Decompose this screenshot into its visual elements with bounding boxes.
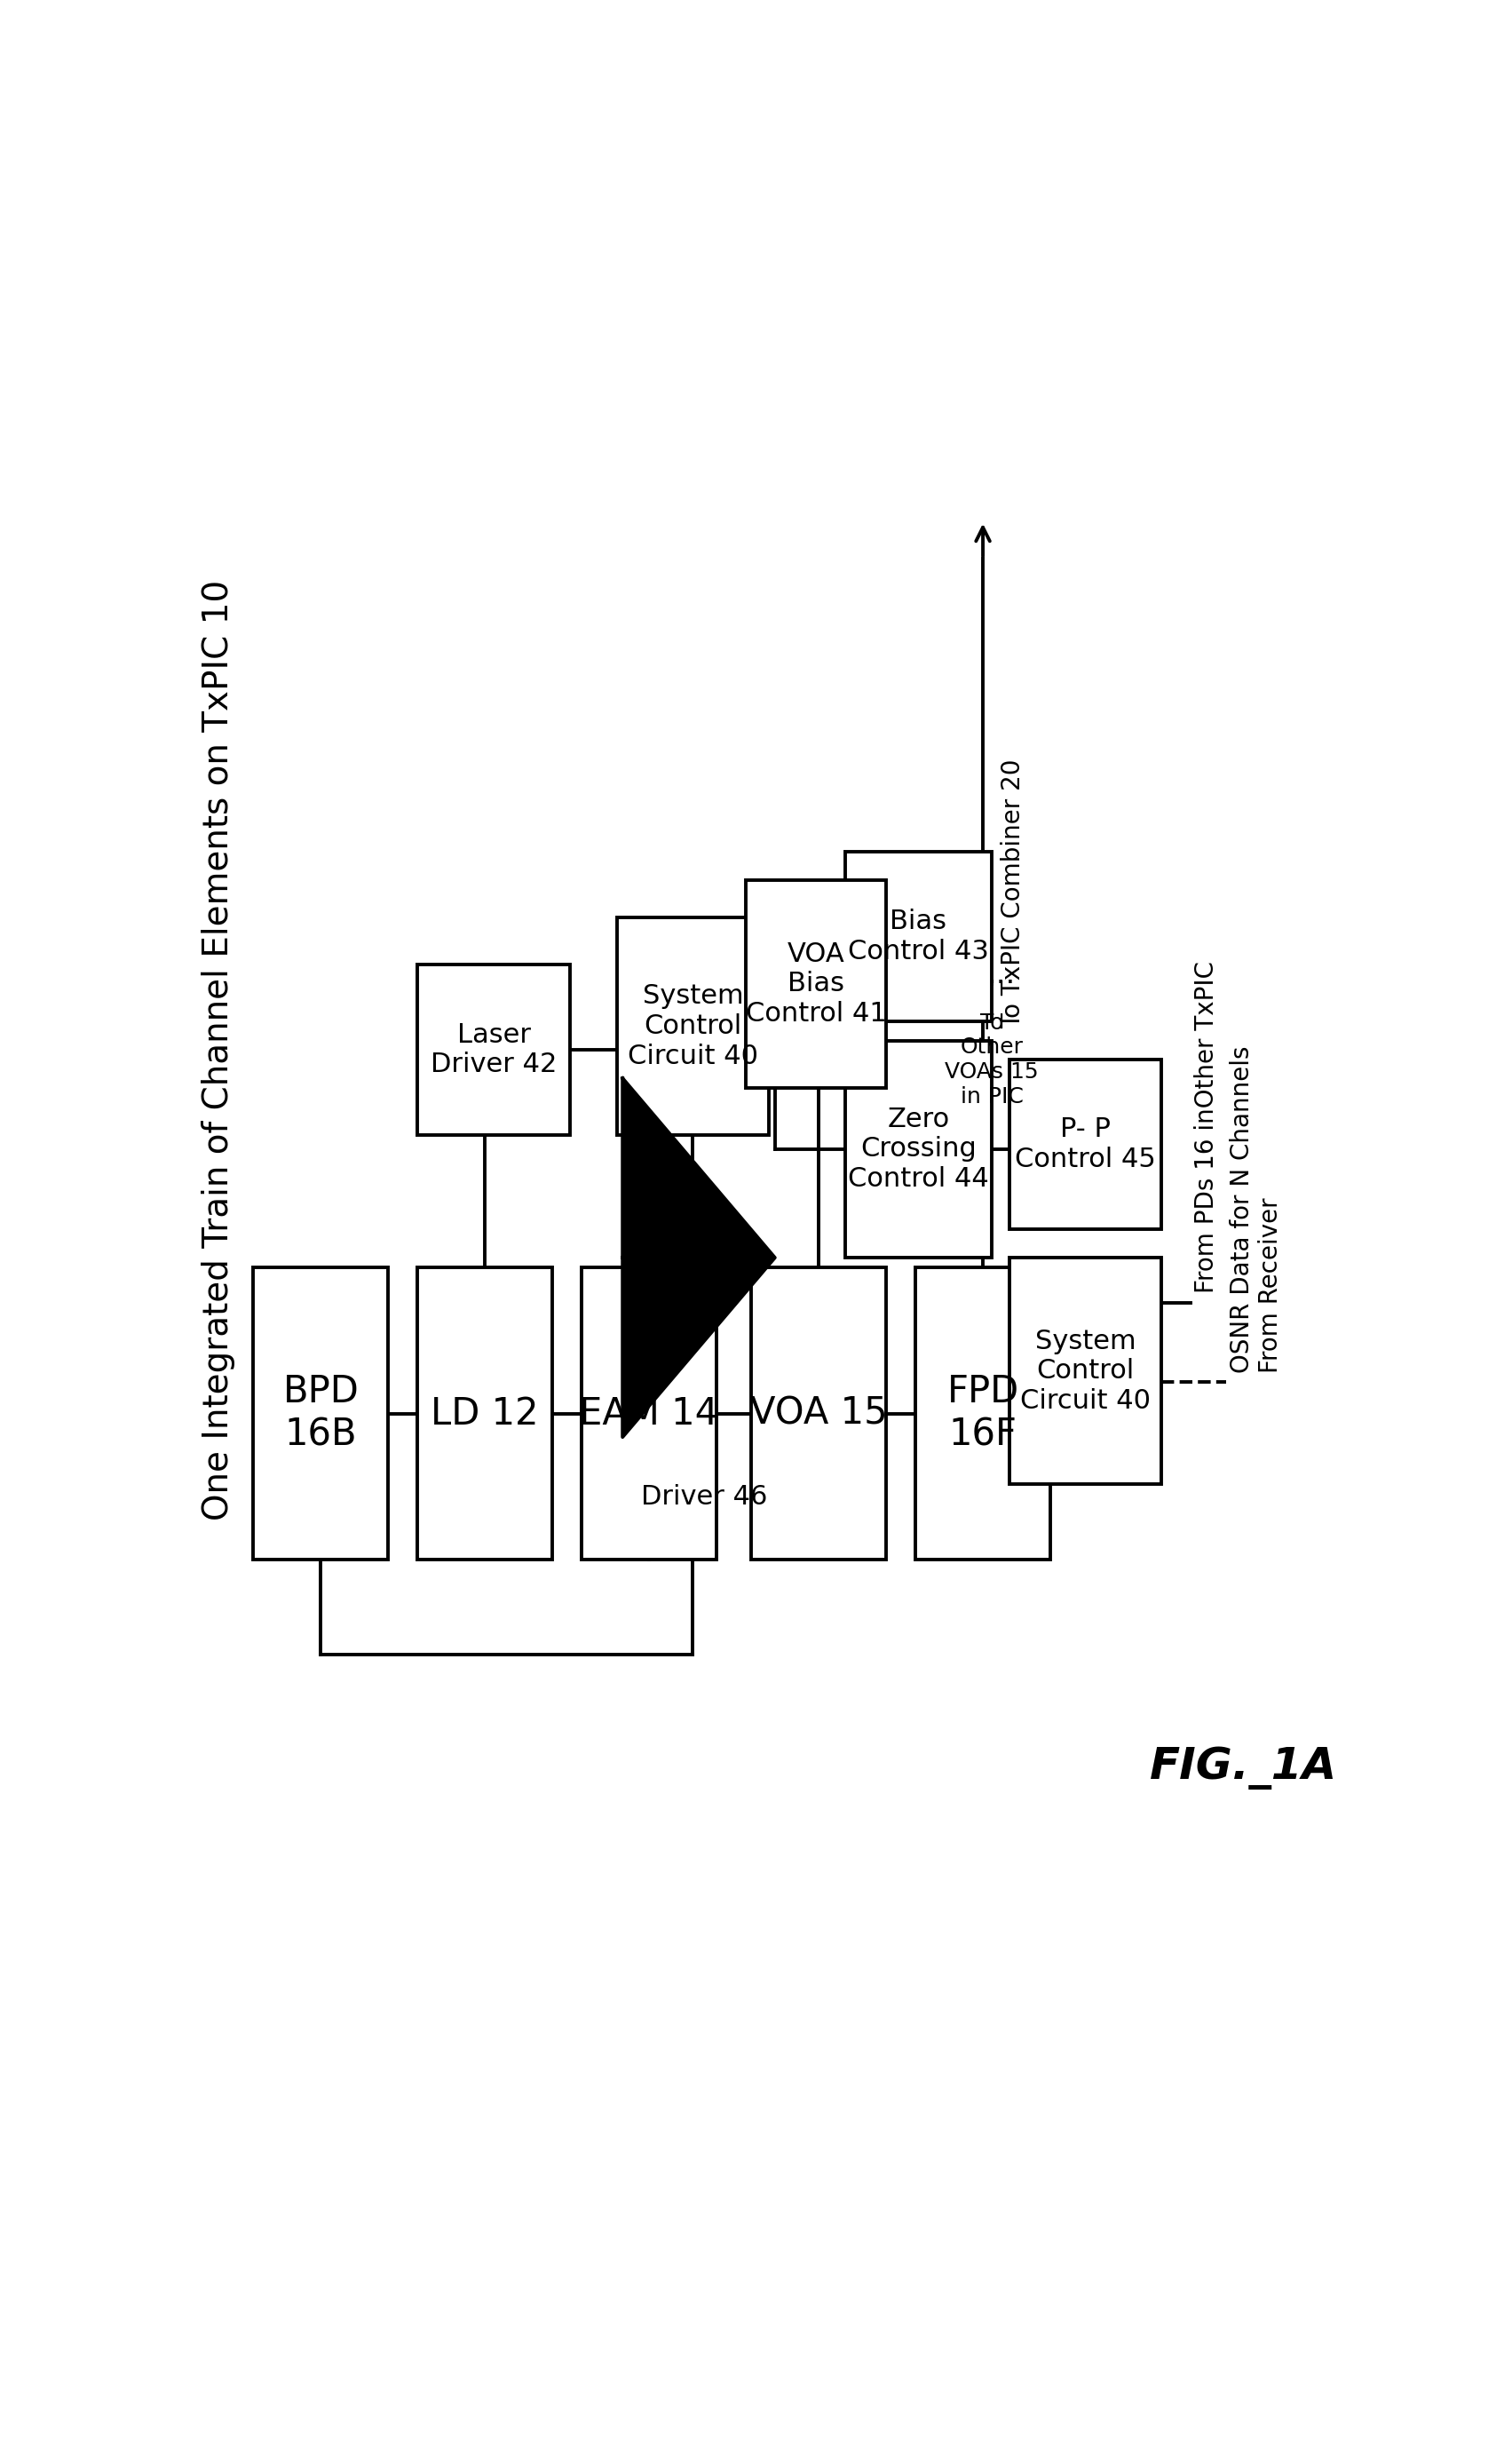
- Text: VOA
Bias
Control 41: VOA Bias Control 41: [745, 942, 886, 1025]
- Text: Bias
Control 43: Bias Control 43: [848, 908, 989, 964]
- Text: BPD
16B: BPD 16B: [283, 1374, 358, 1455]
- Bar: [751, 1268, 886, 1560]
- Text: System
Control
Circuit 40: System Control Circuit 40: [627, 984, 758, 1070]
- Bar: [845, 1040, 992, 1258]
- Text: Zero
Crossing
Control 44: Zero Crossing Control 44: [848, 1106, 989, 1192]
- Text: System
Control
Circuit 40: System Control Circuit 40: [1021, 1327, 1151, 1413]
- Bar: [254, 1268, 389, 1560]
- Text: To TxPIC Combiner 20: To TxPIC Combiner 20: [1001, 760, 1025, 1028]
- Text: EAM 14: EAM 14: [579, 1396, 718, 1433]
- Polygon shape: [623, 1079, 774, 1437]
- Text: ...: ...: [987, 959, 1016, 989]
- Text: P- P
Control 45: P- P Control 45: [1015, 1116, 1155, 1173]
- Text: FPD
16F: FPD 16F: [947, 1374, 1019, 1455]
- Text: One Integrated Train of Channel Elements on TxPIC 10: One Integrated Train of Channel Elements…: [201, 579, 236, 1521]
- Bar: [617, 917, 770, 1136]
- Bar: [845, 851, 992, 1020]
- Text: Driver 46: Driver 46: [641, 1484, 768, 1511]
- Bar: [916, 1268, 1051, 1560]
- Text: To
Other
VOAs 15
in PIC: To Other VOAs 15 in PIC: [945, 1013, 1039, 1106]
- Bar: [1010, 1258, 1161, 1484]
- Text: From PDs 16 inOther TxPIC: From PDs 16 inOther TxPIC: [1194, 962, 1219, 1293]
- Bar: [582, 1268, 717, 1560]
- Bar: [417, 964, 570, 1136]
- Bar: [745, 881, 886, 1087]
- Text: LD 12: LD 12: [431, 1396, 538, 1433]
- Text: FIG._1A: FIG._1A: [1149, 1747, 1338, 1788]
- Text: Laser
Driver 42: Laser Driver 42: [431, 1023, 556, 1077]
- Text: VOA 15: VOA 15: [750, 1396, 888, 1433]
- Text: OSNR Data for N Channels
From Receiver: OSNR Data for N Channels From Receiver: [1229, 1045, 1284, 1374]
- Bar: [417, 1268, 552, 1560]
- Bar: [1010, 1060, 1161, 1229]
